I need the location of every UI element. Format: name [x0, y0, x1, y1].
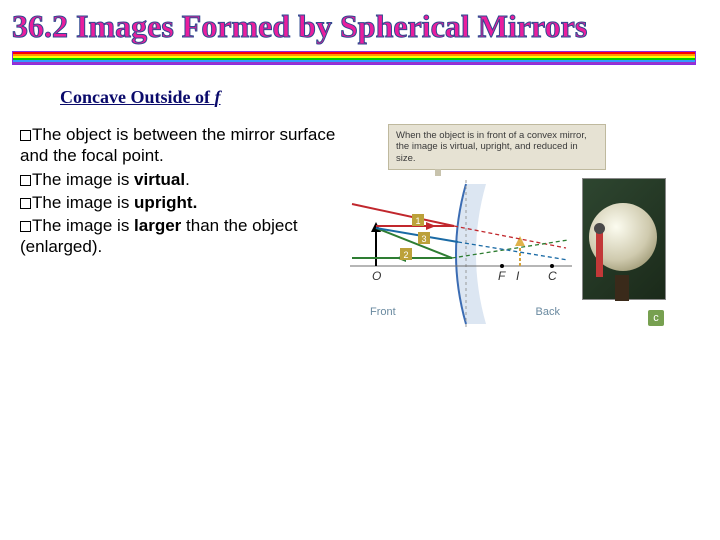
bullet-1: The object is between the mirror surface…: [20, 124, 340, 167]
bullet-2-post: .: [185, 170, 190, 189]
figure-badge: c: [648, 310, 664, 326]
point-c: [550, 264, 554, 268]
bullet-4-key: larger: [134, 216, 181, 235]
ray1-arrow: [426, 222, 436, 230]
bullet-3-key: upright.: [134, 193, 197, 212]
label-c: C: [548, 269, 557, 283]
point-f: [500, 264, 504, 268]
label-o: O: [372, 269, 381, 283]
ray2-incident: [376, 228, 458, 242]
ray3-incident: [376, 228, 452, 258]
figure: 1 2 3 O F I C Front Back: [346, 172, 666, 342]
bullet-4-pre: The image is: [32, 216, 134, 235]
bullet-icon: [20, 198, 31, 209]
front-back-labels: Front Back: [370, 306, 560, 318]
bullet-1-text: The object is between the mirror surface…: [20, 125, 335, 165]
bullet-2-key: virtual: [134, 170, 185, 189]
bullet-list: The object is between the mirror surface…: [0, 124, 340, 342]
ray-num-1: 1: [415, 216, 420, 226]
mirror-photo: [582, 178, 666, 300]
subtitle-text: Concave Outside of: [60, 87, 215, 107]
rainbow-divider: [12, 51, 696, 65]
diagram-panel: When the object is in front of a convex …: [340, 124, 660, 342]
label-i: I: [516, 269, 520, 283]
bullet-icon: [20, 130, 31, 141]
image-arrow-head: [515, 236, 525, 246]
label-front: Front: [370, 306, 396, 318]
ray-num-3: 3: [421, 234, 426, 244]
bullet-2: The image is virtual.: [20, 169, 340, 190]
bullet-4: The image is larger than the object (enl…: [20, 215, 340, 258]
bullet-icon: [20, 175, 31, 186]
figure-caption-text: When the object is in front of a convex …: [396, 130, 587, 164]
bullet-3: The image is upright.: [20, 192, 340, 213]
mirror-figurine: [596, 231, 603, 277]
content-row: The object is between the mirror surface…: [0, 124, 720, 342]
label-back: Back: [536, 306, 560, 318]
bullet-3-pre: The image is: [32, 193, 134, 212]
subtitle-var: f: [215, 87, 221, 107]
ray-num-2: 2: [403, 250, 408, 260]
label-f: F: [498, 269, 506, 283]
mirror-stand: [615, 275, 629, 301]
page-title: 36.2 Images Formed by Spherical Mirrors: [0, 0, 720, 45]
bullet-2-pre: The image is: [32, 170, 134, 189]
bullet-icon: [20, 221, 31, 232]
subtitle: Concave Outside of f: [60, 87, 720, 108]
figure-caption: When the object is in front of a convex …: [388, 124, 606, 170]
ray1-reflected: [352, 204, 454, 226]
